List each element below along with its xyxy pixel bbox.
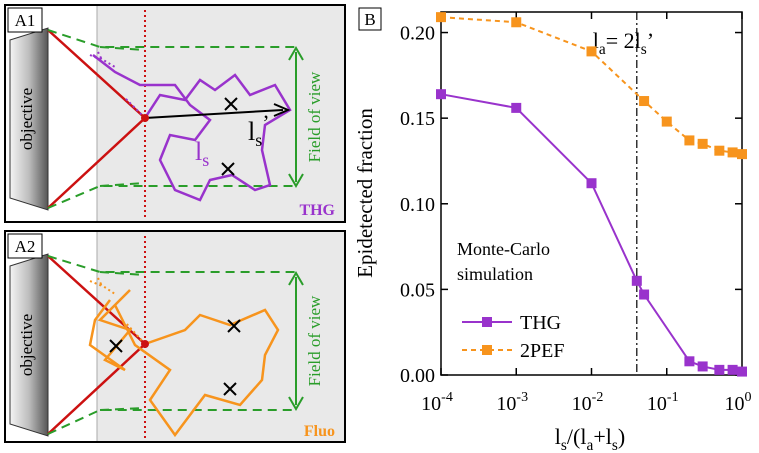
- text-part: ’: [647, 28, 654, 53]
- tick-exponent: 0: [745, 390, 752, 405]
- tick-base: 10: [572, 393, 592, 415]
- series-line: [441, 17, 742, 154]
- tick-base: 10: [725, 393, 745, 415]
- marker: [436, 89, 446, 99]
- panel-a2: objective Field of view Fluo A2: [5, 231, 345, 442]
- tick-exponent: -2: [592, 390, 604, 405]
- tick-exponent: -3: [516, 390, 528, 405]
- y-axis-label: Epidetected fraction: [353, 108, 377, 278]
- text-part: /(l: [567, 424, 587, 449]
- chart: B Epidetected fraction 0.00 0.05 0.10 0.15 0…: [353, 8, 752, 453]
- marker: [698, 361, 708, 371]
- focus: [141, 114, 149, 122]
- text-part: ): [618, 424, 625, 449]
- objective-label: objective: [17, 314, 36, 376]
- marker: [436, 12, 446, 22]
- panel-tag: THG: [299, 202, 335, 219]
- tick-base: 10: [647, 393, 667, 415]
- tick-exponent: -1: [667, 390, 679, 405]
- marker: [684, 135, 694, 145]
- fov-label: Field of view: [305, 295, 324, 386]
- y-tick-label: 0.00: [400, 365, 435, 387]
- note: Monte-Carlo: [457, 239, 550, 259]
- marker: [511, 103, 521, 113]
- marker: [587, 178, 597, 188]
- marker: [639, 290, 649, 300]
- legend-marker: [482, 317, 492, 327]
- marker: [737, 367, 747, 377]
- marker: [587, 46, 597, 56]
- x-tick-label: 10-3: [496, 390, 528, 415]
- marker: [698, 139, 708, 149]
- marker: [511, 17, 521, 27]
- series-line: [441, 94, 742, 371]
- panel-tag: Fluo: [304, 423, 335, 440]
- y-tick-label: 0.05: [400, 279, 435, 301]
- fov-label: Field of view: [305, 71, 324, 162]
- text-part: +l: [593, 424, 612, 449]
- panel-a1: objective Field of view ls’ ls THG A1: [5, 5, 345, 222]
- y-tick-label: 0.20: [400, 23, 435, 45]
- marker: [632, 276, 642, 286]
- annotation-label: la= 2ls’: [593, 28, 654, 58]
- x-tick-label: 10-1: [647, 390, 679, 415]
- panel-label: A1: [15, 11, 36, 30]
- marker: [714, 146, 724, 156]
- tick-base: 10: [421, 393, 441, 415]
- legend-label: THG: [520, 312, 561, 334]
- panel-label: A2: [15, 237, 36, 256]
- marker: [684, 356, 694, 366]
- note: simulation: [457, 264, 533, 284]
- marker: [728, 147, 738, 157]
- y-tick-label: 0.10: [400, 194, 435, 216]
- marker: [728, 365, 738, 375]
- text-part: = 2l: [606, 28, 641, 53]
- panel-label: B: [364, 10, 375, 29]
- y-tick-label: 0.15: [400, 108, 435, 130]
- marker: [737, 149, 747, 159]
- marker: [639, 96, 649, 106]
- marker: [714, 365, 724, 375]
- x-tick-label: 10-2: [572, 390, 604, 415]
- legend-marker: [482, 345, 492, 355]
- marker: [662, 117, 672, 127]
- x-tick-label: 100: [725, 390, 752, 415]
- tick-exponent: -4: [441, 390, 453, 405]
- tick-base: 10: [496, 393, 516, 415]
- focus: [141, 340, 149, 348]
- x-axis-label: ls/(la+ls): [555, 424, 625, 453]
- objective-label: objective: [17, 88, 36, 150]
- x-tick-label: 10-4: [421, 390, 453, 415]
- legend-label: 2PEF: [520, 340, 564, 362]
- figure: objective Field of view ls’ ls THG A1 ob…: [0, 0, 759, 453]
